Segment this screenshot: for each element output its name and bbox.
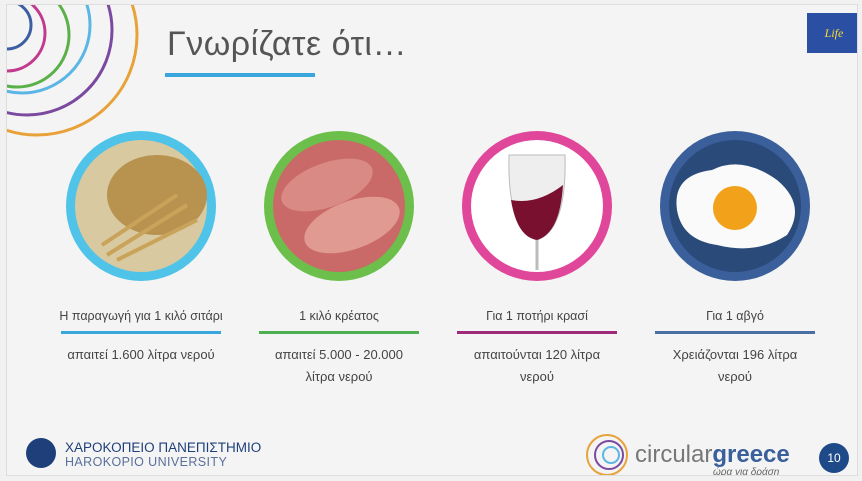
brand: circulargreece [635, 441, 790, 469]
page-number: 10 [819, 443, 849, 473]
item-label: 1 κιλό κρέατος [249, 305, 429, 327]
uni-logo [26, 438, 56, 468]
page: {"header": {"title": "Γνωρίζατε ότι…", "… [0, 0, 862, 481]
item-underline [259, 331, 419, 334]
item: Για 1 αβγό Χρειάζονται 196 λίτρα νερού [645, 305, 825, 388]
item: Η παραγωγή για 1 κιλό σιτάρι απαιτεί 1.6… [51, 305, 231, 366]
item-label: Για 1 ποτήρι κρασί [447, 305, 627, 327]
item: Για 1 ποτήρι κρασί απαιτούνται 120 λίτρα… [447, 305, 627, 388]
item-label: Για 1 αβγό [645, 305, 825, 327]
tagline: ώρα για δράση [713, 467, 779, 476]
yolk [713, 186, 757, 230]
eu-logo: Life [807, 13, 858, 53]
item-underline [457, 331, 617, 334]
item: 1 κιλό κρέατος απαιτεί 5.000 - 20.000 λί… [249, 305, 429, 388]
item-description: απαιτεί 5.000 - 20.000 λίτρα νερού [259, 344, 419, 388]
item-underline [655, 331, 815, 334]
decor [7, 5, 858, 476]
title-underline [165, 73, 315, 77]
item-underline [61, 331, 221, 334]
slide: Γνωρίζατε ότι… Life Η παραγωγή για 1 κιλ… [6, 4, 858, 476]
swirl [7, 5, 137, 135]
brand-logo [587, 435, 627, 475]
brand-b: greece [712, 441, 789, 468]
item-description: απαιτεί 1.600 λίτρα νερού [66, 344, 216, 366]
brand-a: circular [635, 441, 712, 468]
university-gr: ΧΑΡΟΚΟΠΕΙΟ ΠΑΝΕΠΙΣΤΗΜΙΟ [65, 441, 261, 455]
item-description: Χρειάζονται 196 λίτρα νερού [660, 344, 810, 388]
item-label: Η παραγωγή για 1 κιλό σιτάρι [51, 305, 231, 327]
university: ΧΑΡΟΚΟΠΕΙΟ ΠΑΝΕΠΙΣΤΗΜΙΟ HAROKOPIO UNIVER… [65, 441, 261, 469]
item-description: απαιτούνται 120 λίτρα νερού [462, 344, 612, 388]
title: Γνωρίζατε ότι… [167, 25, 407, 64]
university-en: HAROKOPIO UNIVERSITY [65, 455, 261, 469]
